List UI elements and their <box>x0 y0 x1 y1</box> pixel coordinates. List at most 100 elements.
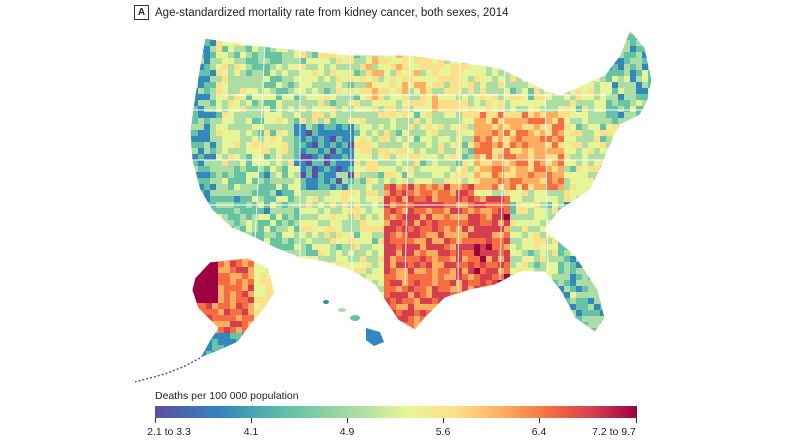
county-cell <box>438 30 445 35</box>
county-cell <box>516 94 523 101</box>
county-cell <box>294 250 301 257</box>
county-cell <box>516 82 523 89</box>
county-cell <box>522 136 529 143</box>
county-cell <box>390 136 397 143</box>
county-cell <box>630 304 637 311</box>
county-cell <box>206 267 213 274</box>
county-cell <box>312 220 319 227</box>
county-cell <box>312 238 319 245</box>
county-cell <box>372 274 379 281</box>
county-cell <box>510 214 517 221</box>
county-cell <box>426 232 433 239</box>
county-cell <box>540 328 547 332</box>
county-cell <box>600 130 607 137</box>
county-cell <box>312 136 319 143</box>
county-cell <box>624 172 631 179</box>
county-cell <box>312 166 319 173</box>
county-cell <box>210 46 217 53</box>
county-cell <box>240 160 247 167</box>
county-cell <box>336 106 343 113</box>
county-cell <box>642 58 649 65</box>
county-cell <box>294 154 301 161</box>
county-cell <box>558 106 565 113</box>
county-cell <box>492 334 498 340</box>
county-cell <box>306 286 313 293</box>
county-cell <box>234 172 241 179</box>
county-cell <box>510 94 517 101</box>
county-cell <box>260 345 267 352</box>
county-cell <box>612 280 619 287</box>
county-cell <box>306 208 313 215</box>
county-cell <box>588 106 595 113</box>
county-cell <box>654 124 660 130</box>
county-cell <box>468 268 475 275</box>
county-cell <box>426 112 433 119</box>
county-cell <box>552 34 559 41</box>
county-cell <box>570 286 577 293</box>
county-cell <box>480 136 487 143</box>
county-cell <box>558 304 565 311</box>
county-cell <box>378 268 385 275</box>
county-cell <box>438 64 445 71</box>
county-cell <box>204 238 211 245</box>
county-cell <box>372 178 379 185</box>
county-cell <box>306 316 313 323</box>
county-cell <box>270 220 277 227</box>
county-cell <box>576 166 583 173</box>
county-cell <box>528 30 535 35</box>
county-cell <box>600 190 607 197</box>
county-cell <box>318 268 325 275</box>
county-cell <box>510 226 517 233</box>
county-cell <box>408 214 415 221</box>
county-cell <box>510 112 517 119</box>
county-cell <box>582 304 589 311</box>
county-cell <box>456 268 463 275</box>
county-cell <box>468 184 475 191</box>
county-cell <box>348 286 355 293</box>
county-cell <box>348 280 355 287</box>
county-cell <box>378 316 385 323</box>
county-cell <box>498 52 505 59</box>
county-cell <box>312 94 319 101</box>
county-cell <box>384 148 391 155</box>
county-cell <box>444 64 451 71</box>
county-cell <box>528 40 535 47</box>
county-cell <box>444 208 451 215</box>
county-cell <box>594 262 601 269</box>
county-cell <box>378 232 385 239</box>
county-cell <box>242 351 249 358</box>
county-cell <box>336 148 343 155</box>
county-cell <box>366 64 373 71</box>
county-cell <box>258 256 265 263</box>
county-cell <box>462 142 469 149</box>
county-cell <box>288 226 295 233</box>
county-cell <box>276 226 283 233</box>
county-cell <box>630 100 637 107</box>
county-cell <box>354 292 361 299</box>
county-cell <box>190 46 193 53</box>
county-cell <box>330 274 337 281</box>
county-cell <box>570 148 577 155</box>
county-cell <box>510 286 517 293</box>
county-cell <box>402 124 409 131</box>
county-cell <box>576 46 583 53</box>
county-cell <box>216 172 223 179</box>
county-cell <box>492 70 499 77</box>
county-cell <box>246 136 253 143</box>
county-cell <box>270 316 277 323</box>
county-cell <box>426 100 433 107</box>
county-cell <box>588 214 595 221</box>
county-cell <box>504 148 511 155</box>
county-cell <box>258 172 265 179</box>
county-cell <box>516 244 523 251</box>
county-cell <box>510 154 517 161</box>
county-cell <box>224 261 231 268</box>
county-cell <box>234 208 241 215</box>
county-cell <box>642 262 649 269</box>
county-cell <box>648 328 652 332</box>
county-cell <box>510 268 517 275</box>
county-cell <box>444 58 451 65</box>
county-cell <box>384 70 391 77</box>
county-cell <box>498 124 505 131</box>
